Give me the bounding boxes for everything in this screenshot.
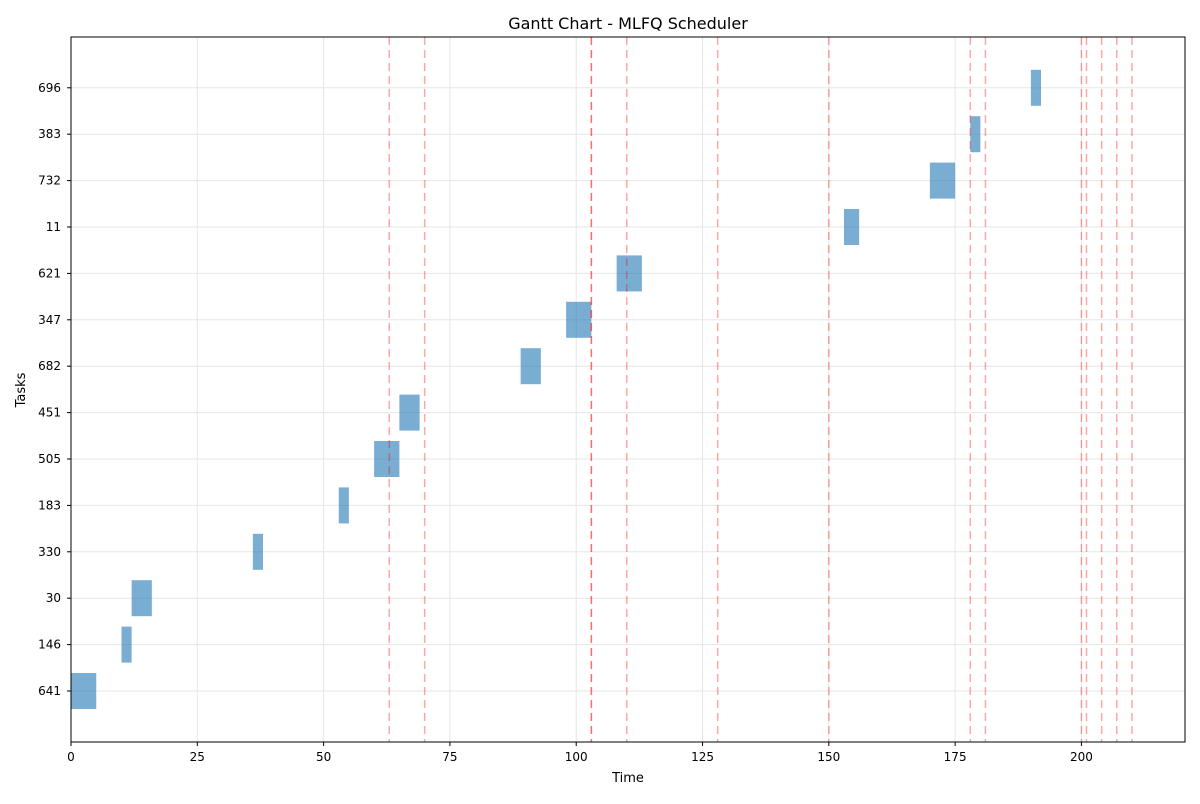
y-tick-label: 641	[38, 684, 61, 698]
task-bar-451	[399, 394, 420, 431]
task-bar-183	[338, 487, 349, 524]
task-bar-732	[929, 162, 956, 199]
chart-title: Gantt Chart - MLFQ Scheduler	[508, 14, 748, 33]
x-tick-label: 150	[817, 750, 840, 764]
x-tick-label: 50	[316, 750, 331, 764]
task-bar-682	[520, 348, 541, 385]
y-tick-label: 146	[38, 638, 61, 652]
x-tick-label: 100	[565, 750, 588, 764]
task-bar-30	[131, 580, 152, 617]
y-tick-label: 383	[38, 127, 61, 141]
y-tick-label: 183	[38, 498, 61, 512]
y-tick-label: 11	[46, 220, 61, 234]
y-tick-label: 30	[46, 591, 61, 605]
x-axis-ticks: 0 25 50 75 100 125 150 175 200	[67, 742, 1093, 764]
x-axis-label: Time	[611, 771, 644, 786]
y-tick-label: 451	[38, 406, 61, 420]
y-tick-label: 696	[38, 81, 61, 95]
task-bar-641	[71, 673, 97, 709]
task-bar-696	[1030, 69, 1042, 106]
y-axis-label: Tasks	[14, 372, 29, 408]
x-tick-label: 200	[1070, 750, 1093, 764]
y-tick-label: 682	[38, 359, 61, 373]
grid-layer	[70, 37, 1185, 742]
x-tick-label: 75	[442, 750, 457, 764]
y-tick-label: 621	[38, 266, 61, 280]
x-tick-label: 175	[944, 750, 967, 764]
task-bar-146	[121, 626, 132, 663]
task-bar-621	[616, 255, 642, 292]
y-tick-label: 505	[38, 452, 61, 466]
task-bar-330	[252, 533, 263, 570]
bar-layer	[71, 69, 1042, 709]
y-tick-label: 347	[38, 313, 61, 327]
plot-frame	[70, 36, 1186, 743]
marker-line-layer	[388, 37, 1133, 742]
y-tick-label: 330	[38, 545, 61, 559]
y-axis-ticks: 641 146 30 330 183 505 451 682 347 621 11 732 383 696	[38, 81, 71, 698]
x-tick-label: 125	[691, 750, 714, 764]
task-bar-347	[566, 301, 592, 338]
task-bar-383	[970, 116, 981, 153]
x-tick-label: 25	[190, 750, 205, 764]
x-tick-label: 0	[67, 750, 75, 764]
y-tick-label: 732	[38, 174, 61, 188]
task-bar-505	[374, 441, 400, 477]
task-bar-11	[843, 209, 860, 245]
